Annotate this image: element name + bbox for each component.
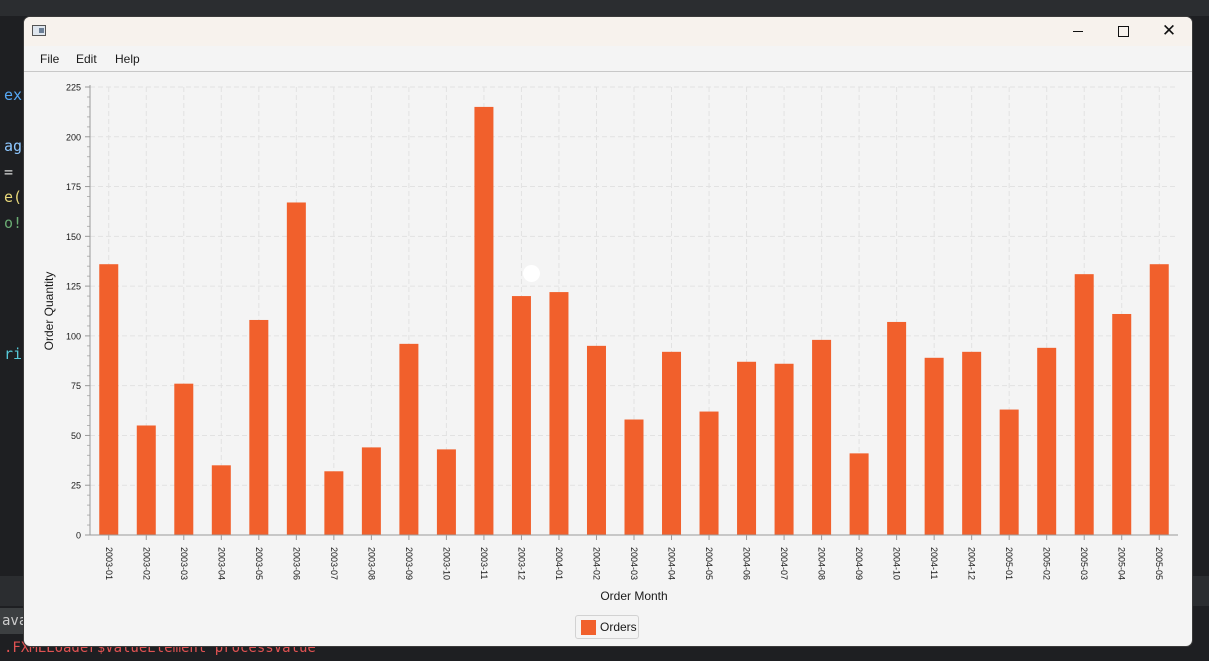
x-tick-label: 2005-02 [1042,547,1052,580]
menu-help[interactable]: Help [115,52,140,66]
x-tick-label: 2003-04 [216,547,226,580]
x-tick-label: 2003-08 [366,547,376,580]
mouse-cursor-indicator [523,265,540,282]
x-tick-label: 2004-09 [854,547,864,580]
x-tick-label: 2003-10 [441,547,451,580]
x-tick-label: 2004-07 [779,547,789,580]
bar [699,411,719,535]
x-tick-label: 2003-07 [329,547,339,580]
x-tick-label: 2005-01 [1004,547,1014,580]
bar [737,361,757,535]
close-icon: ✕ [1161,21,1177,41]
code-fragment: e( [4,188,23,206]
bar [99,264,119,535]
y-tick-label: 0 [76,531,81,541]
bar [962,351,982,535]
y-tick-label: 225 [66,83,81,93]
y-tick-label: 200 [66,132,81,142]
x-tick-label: 2003-09 [404,547,414,580]
bar [286,202,306,536]
legend-swatch-orders [581,620,596,635]
bar [1074,274,1094,535]
x-axis-title: Order Month [600,589,667,603]
x-tick-label: 2005-03 [1079,547,1089,580]
x-tick-label: 2004-11 [929,547,939,579]
y-axis-title: Order Quantity [42,272,56,351]
x-tick-label: 2004-04 [667,547,677,580]
x-tick-label: 2004-10 [892,547,902,580]
x-tick-label: 2003-03 [179,547,189,580]
x-tick-label: 2005-04 [1117,547,1127,580]
bar [924,357,944,535]
y-tick-label: 125 [66,282,81,292]
menu-bar: File Edit Help [24,46,1192,72]
y-tick-label: 150 [66,232,81,242]
bar [174,383,194,535]
bar [436,449,456,535]
y-tick-label: 175 [66,182,81,192]
bar [511,296,531,535]
maximize-icon [1117,26,1129,37]
bar [249,319,269,535]
x-tick-label: 2004-02 [591,547,601,580]
bar [887,321,907,535]
x-tick-label: 2003-05 [254,547,264,580]
x-tick-label: 2004-06 [742,547,752,580]
x-tick-label: 2003-12 [516,547,526,580]
bar [399,343,419,535]
close-button[interactable]: ✕ [1146,17,1192,46]
x-tick-label: 2004-01 [554,547,564,580]
bar [1112,313,1132,535]
minimize-icon [1073,31,1083,32]
bar [474,106,494,536]
x-tick-label: 2004-12 [967,547,977,580]
bar [849,453,869,535]
legend-label-orders: Orders [600,620,637,634]
x-tick-label: 2003-02 [141,547,151,580]
bar [586,345,606,535]
title-bar: ✕ [24,17,1192,46]
maximize-button[interactable] [1100,17,1146,46]
bar [324,471,344,535]
y-tick-label: 25 [71,481,81,491]
code-fragment: ri [4,345,23,363]
bar [211,465,231,535]
x-tick-label: 2003-01 [104,547,114,580]
bar [136,425,156,535]
ide-top-bar [0,0,1209,16]
bar [1149,264,1169,535]
menu-file[interactable]: File [40,52,60,66]
chart-legend: Orders [575,615,639,639]
bar [812,339,832,535]
y-tick-label: 75 [71,381,81,391]
x-tick-label: 2003-11 [479,547,489,579]
bar [624,419,644,535]
minimize-button[interactable] [1055,17,1101,46]
app-window-icon [32,25,46,36]
bar [774,363,794,535]
ide-tab[interactable]: ava [0,608,28,634]
x-tick-label: 2005-05 [1154,547,1164,580]
bar [999,409,1019,535]
bar-chart: 0 25 50 75 100 125 150 175 200 225 2003-01 2003-02 2… [42,83,1178,603]
x-tick-label: 2004-08 [817,547,827,580]
code-fragment: = [4,163,14,181]
y-tick-label: 50 [71,431,81,441]
bar [1037,347,1057,535]
menu-edit[interactable]: Edit [76,52,97,66]
code-fragment: o! [4,214,23,232]
x-tick-label: 2004-03 [629,547,639,580]
bar [549,292,569,535]
x-tick-label: 2003-06 [291,547,301,580]
bar [662,351,682,535]
y-tick-label: 100 [66,331,81,341]
x-tick-label: 2004-05 [704,547,714,580]
bar [361,447,381,535]
app-window: ✕ File Edit Help 0 25 50 75 100 125 150 175 200 2… [24,17,1192,646]
